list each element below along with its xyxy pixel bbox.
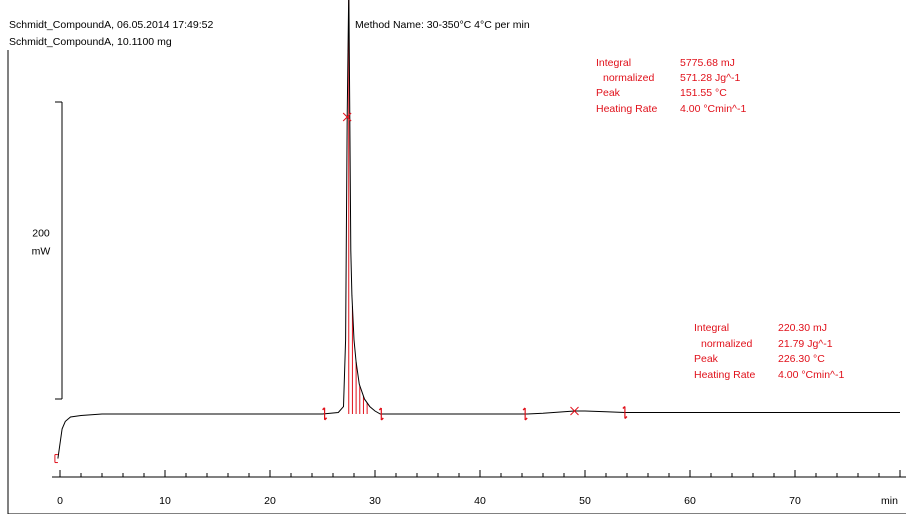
ann2-value-peak: 226.30 °C — [778, 353, 825, 365]
scale-bar: 200 mW — [32, 101, 63, 400]
peak-2-annotation: Integral normalized Peak Heating Rate 22… — [694, 322, 844, 381]
x-tick-label: 0 — [57, 495, 63, 507]
limit-cap-bottom — [324, 417, 328, 421]
x-tick-label: 70 — [789, 495, 801, 507]
ann2-label-heating-rate: Heating Rate — [694, 369, 755, 381]
ann2-value-heating-rate: 4.00 °Cmin^-1 — [778, 369, 844, 381]
ann2-value-integral: 220.30 mJ — [778, 322, 827, 334]
ann2-label-normalized: normalized — [701, 338, 753, 350]
limit-cap-bottom — [380, 417, 384, 421]
limit-cap-top — [378, 407, 382, 411]
x-tick-label: 50 — [579, 495, 591, 507]
integration-limit-marker — [522, 407, 528, 421]
integration-limit-marker — [378, 407, 384, 421]
start-marker — [54, 454, 58, 464]
ann1-value-peak: 151.55 °C — [680, 87, 727, 99]
x-axis-unit-label: min — [881, 495, 898, 507]
limit-cap-top — [522, 407, 526, 411]
scale-bar-value: 200 — [32, 228, 50, 240]
limit-cap-bottom — [624, 415, 628, 420]
ann2-label-integral: Integral — [694, 322, 729, 334]
x-tick-label: 10 — [159, 495, 171, 507]
cross-stroke — [342, 112, 352, 122]
ann1-value-integral: 5775.68 mJ — [680, 57, 735, 69]
peak-cross-marker — [342, 112, 352, 122]
limit-cap-top — [622, 405, 626, 410]
peak-1-annotation: Integral normalized Peak Heating Rate 57… — [596, 57, 746, 115]
x-tick-label: 20 — [264, 495, 276, 507]
cross-stroke — [570, 406, 579, 416]
integration-limit-marker — [622, 405, 628, 420]
integration-limit-marker — [322, 407, 328, 421]
x-tick-label: 60 — [684, 495, 696, 507]
ann1-label-peak: Peak — [596, 87, 621, 99]
x-tick-label: 30 — [369, 495, 381, 507]
sample-mass: Schmidt_CompoundA, 10.1100 mg — [9, 36, 172, 48]
sample-title: Schmidt_CompoundA, 06.05.2014 17:49:52 — [9, 19, 213, 31]
ann2-label-peak: Peak — [694, 353, 719, 365]
scale-bar-unit: mW — [32, 246, 51, 258]
ann1-label-heating-rate: Heating Rate — [596, 103, 657, 115]
limit-cap-top — [322, 407, 326, 411]
ann2-value-normalized: 21.79 Jg^-1 — [778, 338, 833, 350]
peak-integration-hatches — [348, 0, 368, 414]
ann1-label-normalized: normalized — [603, 72, 655, 84]
peak-markers — [54, 112, 628, 464]
x-tick-label: 40 — [474, 495, 486, 507]
x-axis: 0 10 20 30 40 50 60 70 — [52, 470, 906, 507]
ann1-value-heating-rate: 4.00 °Cmin^-1 — [680, 103, 746, 115]
dsc-curve — [57, 0, 900, 459]
ann1-label-integral: Integral — [596, 57, 631, 69]
limit-cap-bottom — [524, 417, 528, 421]
method-name: Method Name: 30-350°C 4°C per min — [355, 19, 530, 31]
peak-cross-marker — [570, 406, 579, 416]
ann1-value-normalized: 571.28 Jg^-1 — [680, 72, 741, 84]
